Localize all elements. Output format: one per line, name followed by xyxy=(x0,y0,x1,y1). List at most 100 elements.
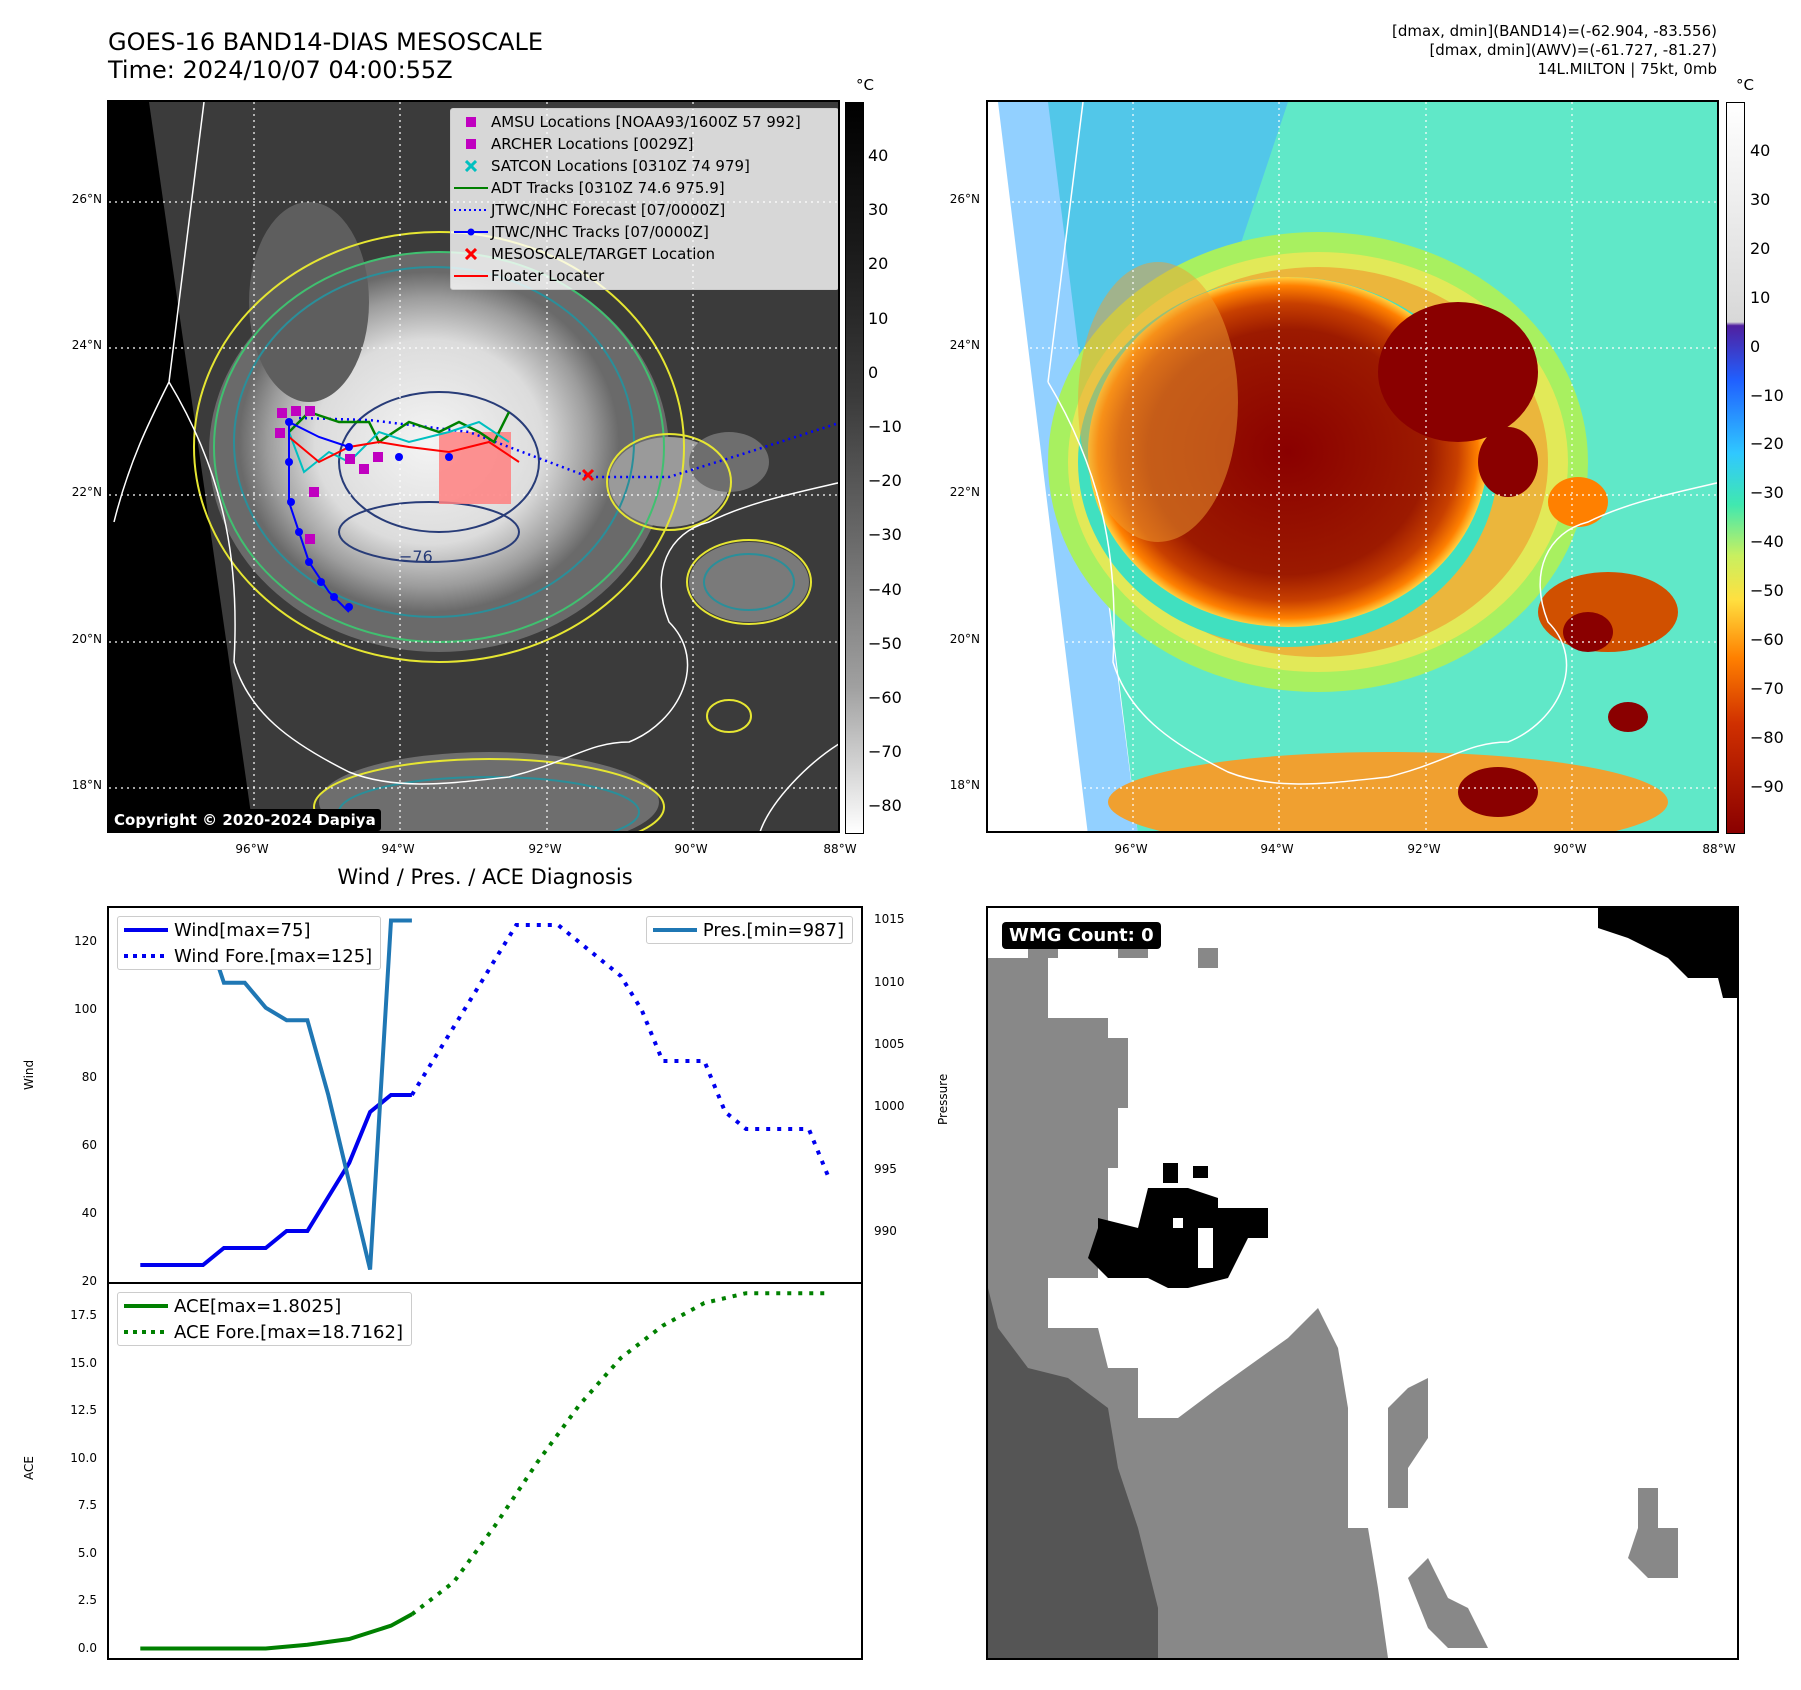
pres-tick: 1005 xyxy=(874,1037,905,1052)
legend-label: ADT Tracks [0310Z 74.6 975.9] xyxy=(491,179,725,197)
colorbar-tick: −50 xyxy=(1750,581,1784,601)
legend-symbol-icon xyxy=(451,243,491,265)
colorbar-tick: 10 xyxy=(1750,287,1771,307)
wind-forecast-line xyxy=(410,923,832,1181)
wind-line xyxy=(140,1093,412,1267)
wind-tick: 80 xyxy=(81,1070,97,1084)
colorbar-tick: 10 xyxy=(868,308,889,328)
colorbar-tick: −70 xyxy=(1750,678,1784,698)
info-line-3: 14L.MILTON | 75kt, 0mb xyxy=(1537,60,1717,78)
ace-plot xyxy=(140,1291,830,1651)
colorbar-tick: −90 xyxy=(1750,776,1784,796)
map-legend-item: JTWC/NHC Forecast [07/0000Z] xyxy=(451,199,834,221)
pres-legend: Pres.[min=987] xyxy=(645,916,853,944)
colorbar-tick: −30 xyxy=(868,525,902,545)
lon-label: 88°W xyxy=(1702,842,1736,856)
floater-box xyxy=(439,432,511,504)
map-legend-item: MESOSCALE/TARGET Location xyxy=(451,243,834,265)
lon-label: 90°W xyxy=(674,842,708,856)
lat-label: 24°N xyxy=(949,338,980,352)
wind-tick: 120 xyxy=(74,934,97,948)
diagnosis-title: Wind / Pres. / ACE Diagnosis xyxy=(337,865,633,889)
colorbar-tick: 40 xyxy=(868,146,889,165)
ace-tick: 12.5 xyxy=(70,1403,97,1418)
right-colorbar-unit: °C xyxy=(1736,76,1754,94)
legend-wind: Wind[max=75] xyxy=(174,919,311,941)
ace-tick: 17.5 xyxy=(70,1308,97,1323)
colorbar-tick: −10 xyxy=(868,417,902,436)
colorbar-tick: −50 xyxy=(868,633,902,653)
lon-label: 96°W xyxy=(235,842,269,856)
storm-info: [dmax, dmin](BAND14)=(-62.904, -83.556) … xyxy=(1197,22,1717,79)
lat-label: 22°N xyxy=(71,485,102,499)
ace-legend: ACE[max=1.8025] ACE Fore.[max=18.7162] xyxy=(117,1292,412,1346)
ace-tick: 7.5 xyxy=(77,1498,97,1513)
adt-track xyxy=(288,410,511,444)
map-legend-item: ARCHER Locations [0029Z] xyxy=(451,133,834,155)
wind-ylabel: Wind xyxy=(22,1059,36,1090)
wind-tick: 60 xyxy=(81,1138,97,1152)
map-legend-item: SATCON Locations [0310Z 74 979] xyxy=(451,155,834,177)
legend-label: Floater Locater xyxy=(491,267,605,285)
awv-map-image xyxy=(988,102,1717,831)
ace-line xyxy=(140,1612,413,1651)
colorbar-tick: −20 xyxy=(1750,434,1784,454)
lon-label: 92°W xyxy=(1407,842,1441,856)
lon-label: 90°W xyxy=(1553,842,1587,856)
wmg-panel: WMG Count: 0 xyxy=(986,906,1739,1660)
jtwc-track xyxy=(288,420,350,613)
wind-tick: 40 xyxy=(81,1206,97,1220)
left-colorbar xyxy=(845,102,864,834)
legend-ace-fore: ACE Fore.[max=18.7162] xyxy=(174,1321,403,1343)
wind-pres-panel: Wind[max=75] Wind Fore.[max=125] Pres.[m… xyxy=(107,906,863,1284)
colorbar-tick: 0 xyxy=(1750,336,1761,356)
wind-tick: 100 xyxy=(74,1002,97,1016)
info-line-1: [dmax, dmin](BAND14)=(-62.904, -83.556) xyxy=(1392,22,1717,40)
legend-symbol-icon xyxy=(451,221,491,243)
lat-label: 22°N xyxy=(949,485,980,499)
legend-symbol-icon xyxy=(451,177,491,199)
pres-tick: 995 xyxy=(874,1161,897,1176)
lon-label: 88°W xyxy=(823,842,857,856)
forecast-track xyxy=(298,416,838,479)
pres-tick: 1010 xyxy=(874,974,905,989)
colorbar-tick: −80 xyxy=(868,796,902,816)
ace-tick: 0.0 xyxy=(77,1640,97,1655)
colorbar-tick: 40 xyxy=(1750,141,1771,160)
ace-tick: 10.0 xyxy=(70,1450,97,1465)
wmg-count-badge: WMG Count: 0 xyxy=(1002,922,1161,949)
contour-navy xyxy=(338,391,540,533)
pressure-line xyxy=(140,918,412,1270)
legend-ace: ACE[max=1.8025] xyxy=(174,1295,342,1317)
lat-label: 20°N xyxy=(949,632,980,646)
legend-symbol-icon xyxy=(451,133,491,155)
colorbar-tick: 0 xyxy=(868,362,879,382)
legend-label: JTWC/NHC Tracks [07/0000Z] xyxy=(491,223,709,241)
lat-label: 18°N xyxy=(71,778,102,792)
pres-tick: 1000 xyxy=(874,1099,905,1114)
awv-map-panel xyxy=(986,100,1719,833)
colorbar-tick: −70 xyxy=(868,742,902,762)
ace-tick: 15.0 xyxy=(70,1355,97,1370)
map-legend: AMSU Locations [NOAA93/1600Z 57 992] ARCH… xyxy=(450,108,838,290)
floater-line xyxy=(288,436,520,464)
ir-map-panel: −76 AMSU Locations [NOAA93/1600Z 57 992]… xyxy=(107,100,840,833)
lat-label: 24°N xyxy=(71,338,102,352)
lon-label: 96°W xyxy=(1114,842,1148,856)
legend-label: MESOSCALE/TARGET Location xyxy=(491,245,716,263)
legend-label: ARCHER Locations [0029Z] xyxy=(491,135,694,153)
pres-tick: 1015 xyxy=(874,912,905,927)
lat-label: 26°N xyxy=(71,192,102,206)
legend-label: JTWC/NHC Forecast [07/0000Z] xyxy=(491,201,726,219)
map-legend-item: JTWC/NHC Tracks [07/0000Z] xyxy=(451,221,834,243)
colorbar-tick: −80 xyxy=(1750,727,1784,747)
colorbar-tick: −60 xyxy=(868,688,902,707)
lon-label: 94°W xyxy=(1260,842,1294,856)
colorbar-tick: 20 xyxy=(868,254,889,274)
legend-symbol-icon xyxy=(451,111,491,133)
colorbar-tick: 20 xyxy=(1750,238,1771,258)
lat-label: 26°N xyxy=(949,192,980,206)
ace-tick: 2.5 xyxy=(77,1593,97,1608)
title-line-2: Time: 2024/10/07 04:00:55Z xyxy=(108,56,453,84)
map-title: GOES-16 BAND14-DIAS MESOSCALE Time: 2024… xyxy=(108,28,543,84)
